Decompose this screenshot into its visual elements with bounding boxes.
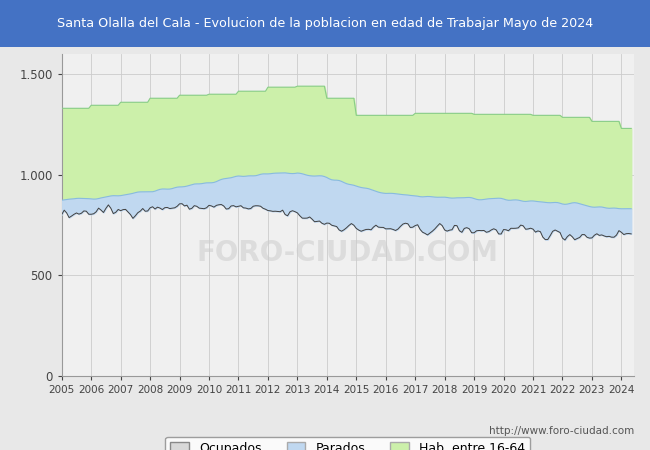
Legend: Ocupados, Parados, Hab. entre 16-64: Ocupados, Parados, Hab. entre 16-64 [166, 436, 530, 450]
Text: Santa Olalla del Cala - Evolucion de la poblacion en edad de Trabajar Mayo de 20: Santa Olalla del Cala - Evolucion de la … [57, 17, 593, 30]
Text: http://www.foro-ciudad.com: http://www.foro-ciudad.com [489, 427, 634, 436]
Text: FORO-CIUDAD.COM: FORO-CIUDAD.COM [197, 239, 499, 267]
